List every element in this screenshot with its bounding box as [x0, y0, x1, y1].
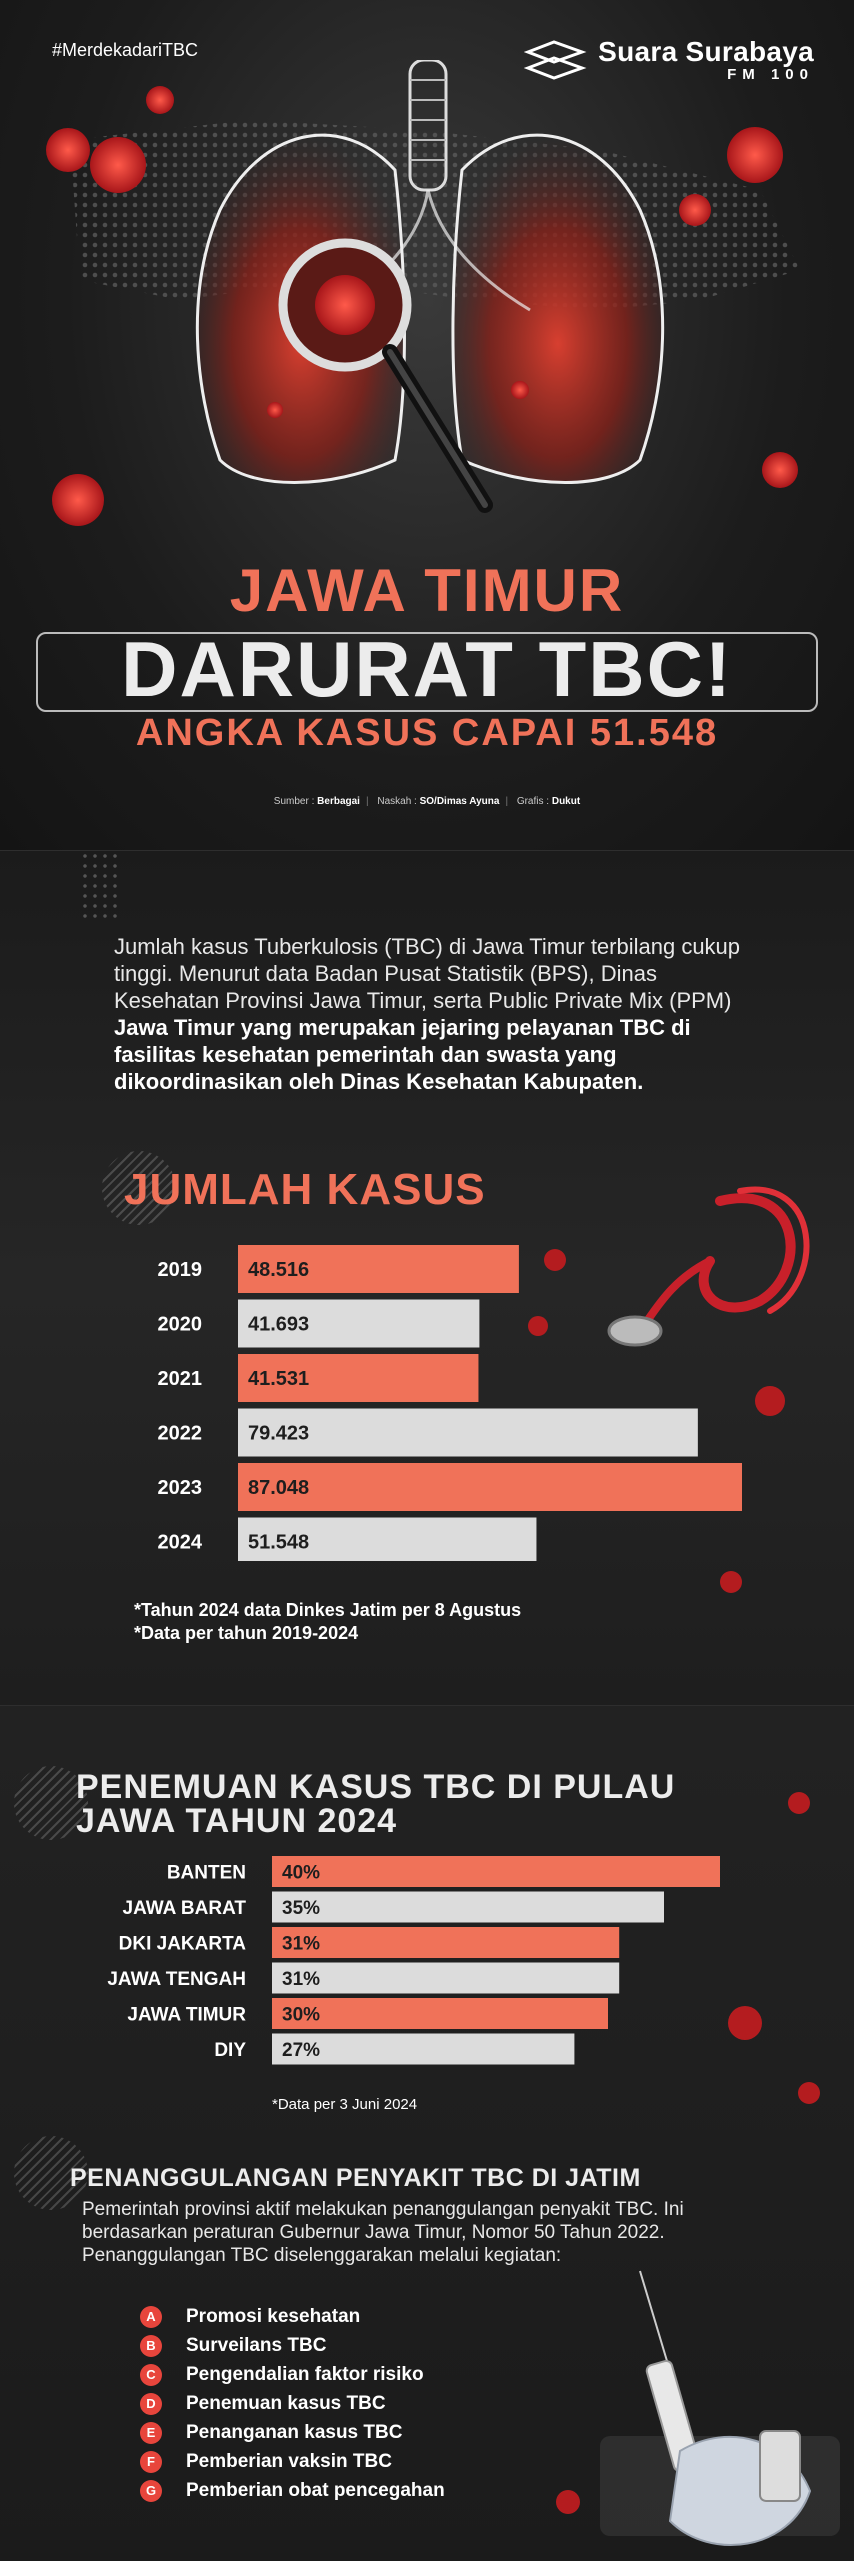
syringe-illustration — [600, 2270, 840, 2546]
virus-icon — [528, 1316, 548, 1336]
bar — [272, 1998, 608, 2029]
section3-paragraph: Pemerintah provinsi aktif melakukan pena… — [82, 2199, 684, 2266]
headline-line3: ANGKA KASUS CAPAI 51.548 — [135, 712, 719, 754]
logo-sub: FM 100 — [727, 66, 814, 83]
value-label: 40% — [282, 1862, 320, 1883]
virus-icon — [728, 2006, 762, 2040]
dot-grid — [80, 851, 120, 921]
bar — [238, 1245, 519, 1293]
chart1-title: JUMLAH KASUS — [124, 1165, 486, 1214]
right-lung — [451, 133, 665, 484]
headline-line1: JAWA TIMUR — [229, 557, 625, 624]
virus-icon — [798, 2082, 820, 2104]
virus-icon — [511, 381, 529, 399]
bar — [238, 1299, 480, 1348]
chart1-notes: *Tahun 2024 data Dinkes Jatim per 8 Agus… — [134, 1600, 522, 1643]
value-label: 87.048 — [248, 1477, 309, 1499]
category-label: JAWA BARAT — [123, 1898, 247, 1919]
virus-icon — [788, 1792, 810, 1814]
list-item: B Surveilans TBC — [140, 2331, 445, 2360]
value-label: 41.531 — [248, 1368, 309, 1390]
virus-icon — [46, 128, 90, 172]
value-label: 41.693 — [248, 1314, 309, 1336]
category-label: BANTEN — [167, 1862, 246, 1883]
bullet-badge: D — [140, 2392, 162, 2415]
list-item: A Promosi kesehatan — [140, 2302, 445, 2331]
logo-mark-icon — [524, 40, 587, 80]
bullet-badge: C — [140, 2363, 162, 2386]
bar — [238, 1463, 742, 1511]
list-item: E Penanganan kasus TBC — [140, 2418, 445, 2447]
credits: Sumber : Berbagai | Naskah : SO/Dimas Ayu… — [273, 796, 581, 807]
category-label: 2020 — [158, 1314, 203, 1336]
category-label: JAWA TENGAH — [107, 1969, 246, 1990]
list-item: F Pemberian vaksin TBC — [140, 2447, 445, 2476]
category-label: 2024 — [158, 1532, 203, 1554]
hashtag: #MerdekadariTBC — [52, 40, 199, 60]
bar — [272, 1927, 620, 1958]
bullet-badge: E — [140, 2421, 162, 2444]
chart-java-discovery: BANTEN 40% JAWA BARAT 35% DKI JAKARTA 31% JAWA… — [107, 1856, 720, 2065]
bullet-badge: A — [140, 2305, 162, 2328]
bar — [238, 1408, 698, 1457]
value-label: 30% — [282, 2004, 320, 2025]
activity-list: A Promosi kesehatan B Surveilans TBC C Peng… — [140, 2302, 445, 2505]
value-label: 31% — [282, 1969, 320, 1990]
virus-icon — [720, 1571, 742, 1593]
headline-line2: DARURAT TBC! — [121, 625, 733, 713]
list-item: D Penemuan kasus TBC — [140, 2389, 445, 2418]
logo: Suara Surabaya FM 100 — [524, 36, 814, 83]
stethoscope-icon — [607, 1186, 810, 1347]
virus-icon — [52, 474, 104, 526]
chart2-title: PENEMUAN KASUS TBC DI PULAU JAWA TAHUN 2… — [76, 1768, 676, 1840]
category-label: JAWA TIMUR — [127, 2004, 246, 2025]
virus-icon — [762, 452, 798, 488]
section3-title: PENANGGULANGAN PENYAKIT TBC DI JATIM — [70, 2164, 641, 2192]
title-hatch — [14, 1766, 88, 1840]
bar — [238, 1517, 537, 1561]
virus-icon — [679, 194, 711, 226]
category-label: 2022 — [158, 1423, 203, 1445]
virus-icon — [267, 402, 283, 418]
bar — [272, 1856, 720, 1887]
category-label: DKI JAKARTA — [119, 1933, 247, 1954]
discovery-section: PENEMUAN KASUS TBC DI PULAU JAWA TAHUN 2… — [0, 1705, 854, 2561]
category-label: 2019 — [158, 1259, 203, 1281]
chart-annual-cases: 2019 48.516 2020 41.693 2021 41.531 2022 79.423… — [158, 1245, 742, 1561]
list-item: C Pengendalian faktor risiko — [140, 2360, 445, 2389]
chart2-note: *Data per 3 Juni 2024 — [272, 2096, 418, 2113]
bar — [238, 1354, 479, 1402]
title-hatch — [14, 2136, 88, 2210]
virus-icon — [90, 137, 146, 193]
lungs-illustration — [46, 60, 800, 526]
list-item: G Pemberian obat pencegahan — [140, 2476, 445, 2505]
title-hatch — [102, 1151, 176, 1225]
value-label: 27% — [282, 2040, 320, 2061]
virus-icon — [544, 1249, 566, 1271]
bar — [272, 1962, 620, 1994]
value-label: 48.516 — [248, 1259, 309, 1281]
virus-icon — [727, 127, 783, 183]
bullet-badge: F — [140, 2450, 162, 2473]
intro-paragraph: Jumlah kasus Tuberkulosis (TBC) di Jawa … — [114, 934, 741, 1094]
bar — [272, 1891, 664, 1923]
hero-section: #MerdekadariTBC Suara Surabaya FM 100 — [0, 0, 854, 850]
value-label: 79.423 — [248, 1423, 309, 1445]
logo-name: Suara Surabaya — [598, 36, 814, 67]
bullet-badge: B — [140, 2334, 162, 2357]
virus-icon — [755, 1386, 785, 1416]
value-label: 51.548 — [248, 1532, 309, 1554]
value-label: 31% — [282, 1933, 320, 1954]
bar — [272, 2033, 575, 2065]
bullet-badge: G — [140, 2479, 162, 2502]
virus-icon — [556, 2490, 580, 2514]
category-label: 2021 — [158, 1368, 203, 1390]
cases-section: Jumlah kasus Tuberkulosis (TBC) di Jawa … — [0, 850, 854, 1706]
value-label: 35% — [282, 1898, 320, 1919]
category-label: DIY — [214, 2040, 246, 2061]
headline-frame — [36, 632, 818, 712]
virus-icon — [146, 86, 174, 114]
category-label: 2023 — [158, 1477, 203, 1499]
